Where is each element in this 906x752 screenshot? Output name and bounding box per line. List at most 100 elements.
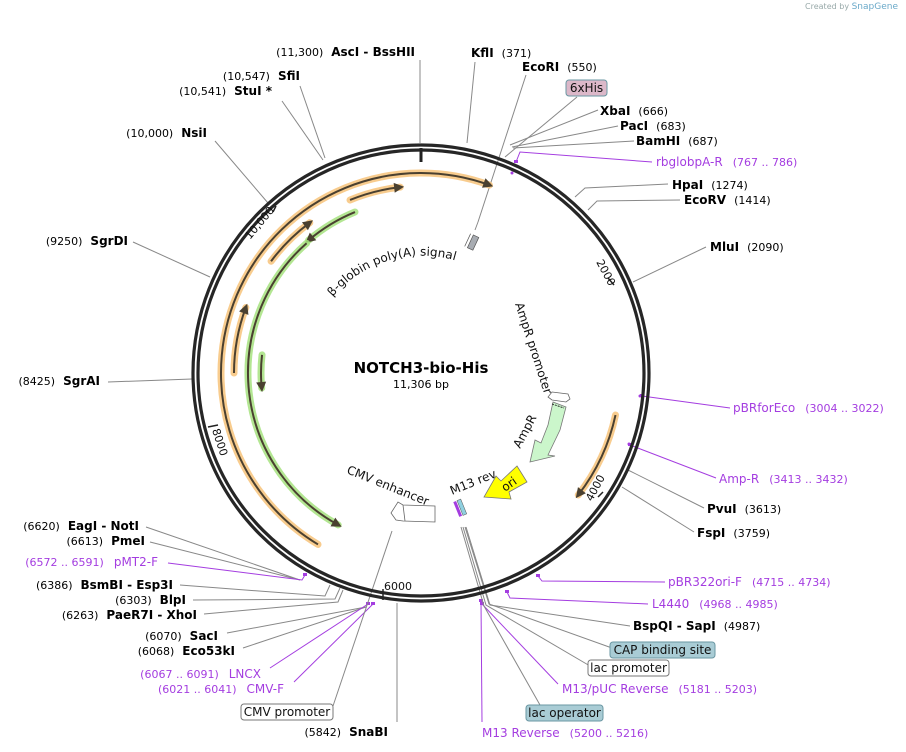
ruler-label: 6000 xyxy=(384,580,412,593)
enzyme-position: (4987) xyxy=(724,620,761,633)
enzyme-site-eagi[interactable]: (6620) EagI - NotI xyxy=(23,519,139,533)
primer-leader-line xyxy=(641,395,731,409)
feature-lac-promoter[interactable]: lac promoter xyxy=(587,659,670,677)
enzyme-position: (9250) xyxy=(46,235,83,248)
enzyme-leader-line xyxy=(192,587,341,601)
enzyme-name: EcoRV xyxy=(684,193,727,207)
arrowhead-icon xyxy=(575,487,586,499)
enzyme-leader-line xyxy=(299,85,326,159)
enzyme-site-ecorv[interactable]: EcoRV (1414) xyxy=(684,193,771,207)
enzyme-leader-line xyxy=(465,526,631,627)
enzyme-site-saci[interactable]: (6070) SacI xyxy=(145,629,218,643)
orf-reverse-arc[interactable] xyxy=(256,351,267,393)
enzyme-site-bsmbi[interactable]: (6386) BsmBI - Esp3I xyxy=(36,578,173,592)
orf-arc[interactable] xyxy=(574,411,620,499)
enzyme-position: (666) xyxy=(638,105,668,118)
cmv-enhancer-label: CMV enhancer xyxy=(345,463,431,509)
primer-lncx[interactable]: (6067 .. 6091) LNCX xyxy=(140,667,261,681)
orf-arc[interactable] xyxy=(346,182,405,204)
enzyme-leader-line xyxy=(179,584,331,597)
primer-name: pBR322ori-F xyxy=(668,575,742,589)
primer-dot xyxy=(638,394,642,398)
enzyme-name: EagI - NotI xyxy=(68,519,139,533)
feature-cmv-promoter[interactable]: CMV promoter xyxy=(240,703,334,721)
primer-cmv-f[interactable]: (6021 .. 6041) CMV-F xyxy=(158,682,284,696)
enzyme-position: (3759) xyxy=(733,527,770,540)
enzyme-site-sgrdi[interactable]: (9250) SgrDI xyxy=(46,234,128,248)
enzyme-name: BamHI xyxy=(636,134,680,148)
ruler-tick xyxy=(597,491,604,498)
primer-binding-mark xyxy=(536,574,540,577)
enzyme-position: (6620) xyxy=(23,520,60,533)
enzyme-position: (3613) xyxy=(745,503,782,516)
enzyme-site-mlui[interactable]: MluI (2090) xyxy=(710,240,784,254)
enzyme-leader-line xyxy=(621,486,695,533)
feature-cap-binding-site[interactable]: CAP binding site xyxy=(609,641,716,659)
primer-m13-puc-reverse[interactable]: M13/pUC Reverse (5181 .. 5203) xyxy=(562,682,757,696)
enzyme-site-paer7i[interactable]: (6263) PaeR7I - XhoI xyxy=(62,608,197,622)
primer-range: (6572 .. 6591) xyxy=(25,556,104,569)
enzyme-site-snabi[interactable]: (5842) SnaBI xyxy=(305,725,388,739)
primer-amp-r[interactable]: Amp-R (3413 .. 3432) xyxy=(719,472,848,486)
feature-name: CMV promoter xyxy=(244,705,331,719)
credit-prefix: Created by xyxy=(805,2,850,11)
enzyme-site-hpai[interactable]: HpaI (1274) xyxy=(672,178,748,192)
orf-reverse-arc[interactable] xyxy=(244,239,342,529)
enzyme-site-sgrai[interactable]: (8425) SgrAI xyxy=(19,374,100,388)
primer-binding-mark xyxy=(480,602,484,605)
enzyme-site-sfii[interactable]: (10,547) SfiI xyxy=(223,69,300,83)
enzyme-site-bamhi[interactable]: BamHI (687) xyxy=(636,134,718,148)
feature-lac-operator[interactable]: lac operator xyxy=(525,704,604,722)
primer-m13-reverse[interactable]: M13 Reverse (5200 .. 5216) xyxy=(482,726,648,740)
ampr-arrow[interactable] xyxy=(529,401,567,463)
enzyme-position: (5842) xyxy=(305,726,342,739)
primer-l4440[interactable]: L4440 (4968 .. 4985) xyxy=(652,597,778,611)
enzyme-site-stui[interactable]: (10,541) StuI * xyxy=(179,84,273,98)
enzyme-position: (10,000) xyxy=(126,127,173,140)
enzyme-name: SgrAI xyxy=(63,374,100,388)
enzyme-site-blpi[interactable]: (6303) BlpI xyxy=(115,593,186,607)
primer-rbglobpa-r[interactable]: rbglobpA-R (767 .. 786) xyxy=(656,155,797,169)
cmv-enhancer-feature[interactable] xyxy=(390,501,436,523)
enzyme-name: HpaI xyxy=(672,178,703,192)
ori-arrow[interactable]: ori xyxy=(483,465,528,500)
enzyme-site-eco53ki[interactable]: (6068) Eco53kI xyxy=(138,644,235,658)
primer-pbrforeco[interactable]: pBRforEco (3004 .. 3022) xyxy=(733,401,884,415)
enzyme-leader-line xyxy=(574,183,669,198)
arrowhead-icon xyxy=(256,381,267,393)
primer-name: L4440 xyxy=(652,597,689,611)
enzyme-site-bspqi[interactable]: BspQI - SapI (4987) xyxy=(633,619,760,633)
enzyme-position: (683) xyxy=(656,120,686,133)
enzyme-name: BsmBI - Esp3I xyxy=(81,578,173,592)
enzyme-site-kfli[interactable]: KflI (371) xyxy=(471,46,531,60)
plasmid-name: NOTCH3-bio-His xyxy=(354,359,489,377)
feature-6xhis[interactable]: 6xHis xyxy=(565,79,608,97)
enzyme-position: (11,300) xyxy=(276,46,323,59)
primer-pmt2-f[interactable]: (6572 .. 6591) pMT2-F xyxy=(25,555,158,569)
orf-reverse-arc[interactable] xyxy=(304,208,359,244)
enzyme-leader-line xyxy=(145,526,301,581)
orf-arc[interactable] xyxy=(267,219,314,265)
primer-name: Amp-R xyxy=(719,472,759,486)
backbone-outer-strand xyxy=(191,143,651,603)
orf-arc[interactable] xyxy=(230,303,250,377)
enzyme-site-asci[interactable]: (11,300) AscI - BssHII xyxy=(276,45,415,59)
arrowhead-icon xyxy=(239,303,249,315)
m13-rev-feature[interactable] xyxy=(453,498,468,517)
enzyme-leader-line xyxy=(107,378,193,383)
enzyme-site-nsii[interactable]: (10,000) NsiI xyxy=(126,126,207,140)
orf-arc[interactable] xyxy=(217,169,494,548)
primer-leader-line xyxy=(167,562,306,581)
enzyme-site-fspi[interactable]: FspI (3759) xyxy=(697,526,770,540)
ampr-promoter-feature[interactable] xyxy=(547,391,571,403)
enzyme-name: FspI xyxy=(697,526,725,540)
primer-pbr322ori-f[interactable]: pBR322ori-F (4715 .. 4734) xyxy=(668,575,831,589)
polya-signal-feature[interactable] xyxy=(464,233,480,251)
enzyme-site-paci[interactable]: PacI (683) xyxy=(620,119,686,133)
enzyme-site-ecori[interactable]: EcoRI (550) xyxy=(522,60,597,74)
enzyme-site-pvui[interactable]: PvuI (3613) xyxy=(707,502,781,516)
enzyme-leader-line xyxy=(627,469,705,509)
enzyme-site-pmei[interactable]: (6613) PmeI xyxy=(67,534,145,548)
enzyme-site-xbai[interactable]: XbaI (666) xyxy=(600,104,668,118)
